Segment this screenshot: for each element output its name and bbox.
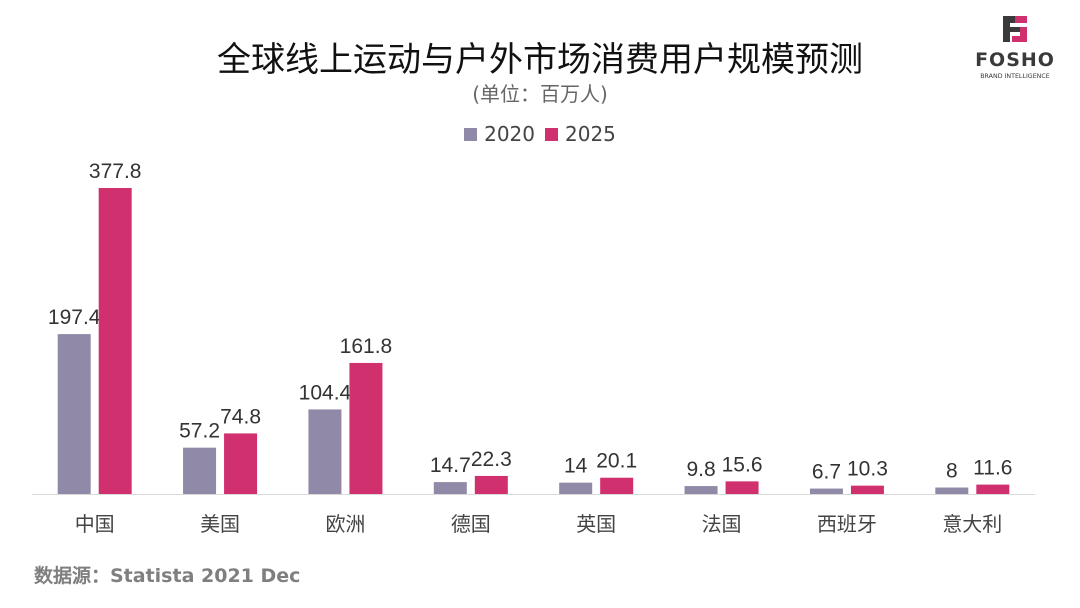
bar-2025-0	[98, 187, 132, 494]
chart-title: 全球线上运动与户外市场消费用户规模预测	[217, 40, 863, 80]
data-label-2025-1: 74.8	[220, 405, 261, 428]
chart-subtitle: (单位：百万人)	[472, 82, 608, 106]
x-tick-label-1: 美国	[200, 512, 240, 536]
bar-2025-5	[725, 481, 759, 494]
bar-2020-1	[183, 447, 217, 494]
svg-text:BRAND INTELLIGENCE: BRAND INTELLIGENCE	[980, 73, 1050, 80]
data-label-2025-4: 20.1	[596, 450, 637, 473]
bar-2020-0	[57, 334, 91, 494]
data-label-2025-6: 10.3	[847, 458, 888, 481]
fosho-logo: FOSHO BRAND INTELLIGENCE	[965, 14, 1065, 84]
bar-2025-3	[474, 475, 508, 494]
data-label-2020-3: 14.7	[430, 454, 471, 477]
legend-label-2025: 2025	[565, 122, 616, 146]
bar-2020-4	[559, 482, 593, 494]
bar-2025-1	[224, 433, 258, 494]
legend-swatch-2025	[545, 127, 558, 141]
data-label-2020-4: 14	[564, 455, 588, 478]
legend-item-2025: 2025	[545, 122, 616, 146]
bar-2020-6	[809, 488, 843, 494]
x-tick-label-5: 法国	[702, 512, 742, 536]
bar-2020-7	[935, 487, 969, 494]
bar-2025-6	[850, 485, 884, 494]
x-tick-label-2: 欧洲	[325, 512, 365, 536]
x-tick-label-0: 中国	[75, 512, 115, 536]
data-label-2020-7: 8	[946, 460, 958, 483]
data-label-2025-5: 15.6	[722, 453, 763, 476]
x-tick-label-6: 西班牙	[817, 512, 877, 536]
data-label-2025-7: 11.6	[973, 457, 1012, 480]
source-note: 数据源：Statista 2021 Dec	[34, 565, 301, 587]
data-label-2025-2: 161.8	[340, 335, 393, 358]
data-label-2025-0: 377.8	[89, 160, 142, 183]
bar-2020-3	[433, 482, 467, 494]
data-label-2020-6: 6.7	[812, 461, 841, 484]
bar-2020-2	[308, 409, 342, 494]
data-label-2020-1: 57.2	[179, 420, 220, 443]
data-label-2020-0: 197.4	[48, 306, 101, 329]
legend-item-2020: 2020	[464, 122, 535, 146]
bar-2025-2	[349, 362, 383, 494]
bar-2020-5	[684, 486, 718, 494]
bar-2025-4	[600, 477, 634, 494]
legend-label-2020: 2020	[484, 122, 535, 146]
legend-swatch-2020	[464, 127, 478, 141]
data-label-2020-5: 9.8	[686, 458, 715, 481]
x-tick-label-3: 德国	[451, 512, 491, 536]
bar-2025-7	[976, 484, 1010, 494]
data-label-2025-3: 22.3	[471, 448, 512, 471]
svg-text:FOSHO: FOSHO	[975, 49, 1055, 71]
x-tick-label-4: 英国	[576, 512, 616, 536]
x-tick-label-7: 意大利	[942, 512, 1002, 536]
legend: 2020 2025	[0, 122, 1080, 146]
data-label-2020-2: 104.4	[299, 381, 352, 404]
